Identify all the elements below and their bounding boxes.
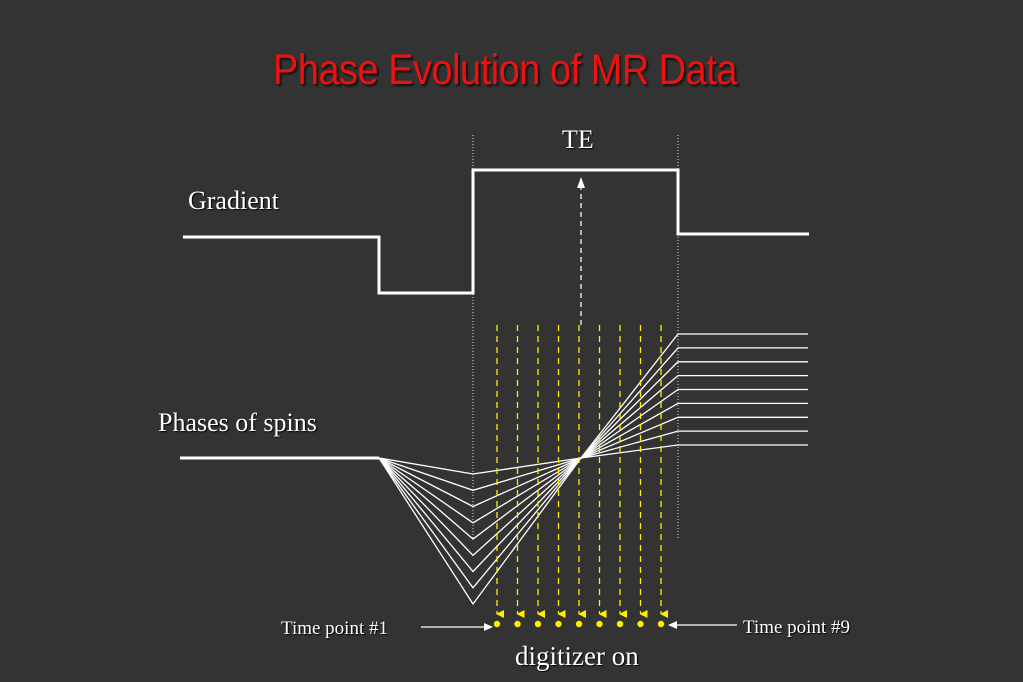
sample-dot	[534, 620, 542, 628]
time-point-first-label: Time point #1	[281, 618, 388, 639]
spin-phase-line	[378, 333, 808, 606]
sample-dot	[657, 620, 665, 628]
sample-dot	[616, 620, 624, 628]
spin-phase-line	[378, 361, 808, 573]
digitizer-label: digitizer on	[515, 641, 639, 671]
te-arrow-head	[577, 177, 585, 188]
spin-phase-line	[378, 388, 808, 540]
time-point-last-arrowhead	[668, 621, 677, 629]
sample-dot	[596, 620, 603, 628]
sample-dot	[555, 620, 562, 628]
spin-phase-line	[378, 402, 808, 524]
sample-dot	[575, 620, 583, 628]
sample-dot	[493, 620, 501, 628]
time-point-first-arrowhead	[484, 623, 493, 631]
phases-label: Phases of spins	[158, 408, 317, 437]
slide-title: Phase Evolution of MR Data	[273, 46, 737, 94]
sample-dot	[514, 620, 521, 628]
spin-phase-line	[378, 374, 808, 557]
gradient-waveform	[183, 168, 809, 295]
spin-phase-line	[378, 347, 808, 589]
te-label: TE	[562, 125, 594, 154]
spin-phase-line	[378, 430, 808, 491]
gradient-label: Gradient	[188, 186, 279, 215]
sample-dot	[637, 620, 644, 628]
time-point-last-label: Time point #9	[743, 617, 850, 638]
